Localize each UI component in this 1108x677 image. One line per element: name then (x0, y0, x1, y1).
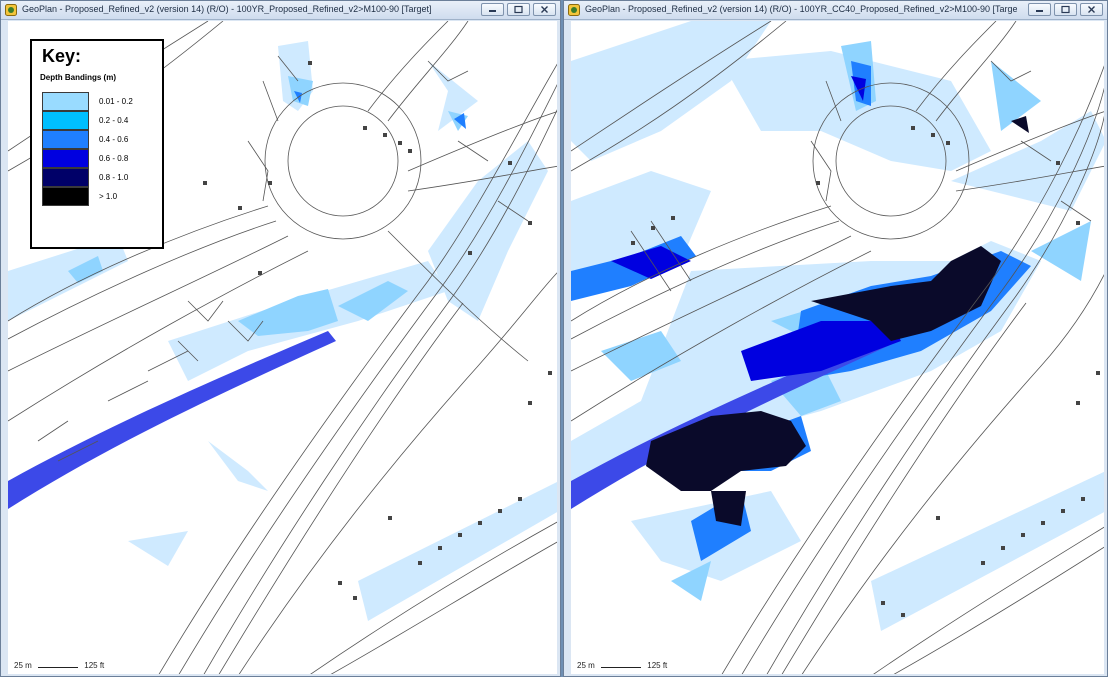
legend-row: 0.8 - 1.0 (42, 168, 162, 187)
scale-bar: 25 m 125 ft (577, 661, 667, 670)
geoplan-window-left[interactable]: GeoPlan - Proposed_Refined_v2 (version 1… (0, 0, 561, 677)
minimize-button[interactable] (481, 3, 504, 16)
legend-label: > 1.0 (99, 192, 118, 201)
scale-imperial: 125 ft (647, 661, 668, 670)
geoplan-app-icon (5, 4, 17, 16)
legend-swatch (42, 149, 89, 168)
depth-legend: Key: Depth Bandings (m) 0.01 - 0.2 0.2 - … (30, 39, 164, 249)
flood-map-left[interactable] (8, 21, 557, 674)
legend-swatch (42, 187, 89, 206)
legend-swatch (42, 130, 89, 149)
legend-row: 0.01 - 0.2 (42, 92, 162, 111)
minimize-icon (1036, 10, 1043, 12)
legend-row: 0.2 - 0.4 (42, 111, 162, 130)
network-nodes (631, 126, 1100, 617)
flood-mid-areas (68, 76, 468, 336)
close-icon (541, 6, 548, 13)
network-nodes (203, 61, 552, 600)
minimize-icon (489, 10, 496, 12)
road-network (8, 21, 557, 674)
title-bar[interactable]: GeoPlan - Proposed_Refined_v2 (version 1… (1, 1, 560, 20)
title-bar[interactable]: GeoPlan - Proposed_Refined_v2 (version 1… (564, 1, 1107, 20)
scale-metric: 25 m (14, 661, 32, 670)
flood-very-deep (611, 76, 901, 381)
close-button[interactable] (1080, 3, 1103, 16)
legend-row: 0.4 - 0.6 (42, 130, 162, 149)
maximize-icon (514, 5, 523, 14)
geoplan-window-right[interactable]: GeoPlan - Proposed_Refined_v2 (version 1… (563, 0, 1108, 677)
scale-imperial: 125 ft (84, 661, 105, 670)
close-button[interactable] (533, 3, 556, 16)
map-view-right[interactable]: 25 m 125 ft (571, 21, 1104, 674)
legend-label: 0.6 - 0.8 (99, 154, 129, 163)
road-network (571, 21, 1104, 674)
maximize-icon (1061, 5, 1070, 14)
legend-label: 0.4 - 0.6 (99, 135, 129, 144)
window-title: GeoPlan - Proposed_Refined_v2 (version 1… (585, 4, 1017, 14)
flood-deep-over-1m (646, 116, 1029, 526)
window-title: GeoPlan - Proposed_Refined_v2 (version 1… (22, 4, 432, 14)
flood-map-right[interactable] (571, 21, 1104, 674)
legend-label: 0.8 - 1.0 (99, 173, 129, 182)
minimize-button[interactable] (1028, 3, 1051, 16)
legend-label: 0.01 - 0.2 (99, 97, 133, 106)
legend-row: 0.6 - 0.8 (42, 149, 162, 168)
legend-subtitle: Depth Bandings (m) (40, 73, 116, 82)
legend-swatch (42, 168, 89, 187)
scale-bar: 25 m 125 ft (14, 661, 104, 670)
drainage-channel (571, 331, 899, 509)
legend-title: Key: (42, 46, 82, 66)
legend-row: > 1.0 (42, 187, 162, 206)
close-icon (1088, 6, 1095, 13)
maximize-button[interactable] (1054, 3, 1077, 16)
legend-swatch (42, 92, 89, 111)
geoplan-app-icon (568, 4, 580, 16)
maximize-button[interactable] (507, 3, 530, 16)
legend-swatch (42, 111, 89, 130)
scale-metric: 25 m (577, 661, 595, 670)
drainage-channel (8, 331, 336, 509)
legend-label: 0.2 - 0.4 (99, 116, 129, 125)
